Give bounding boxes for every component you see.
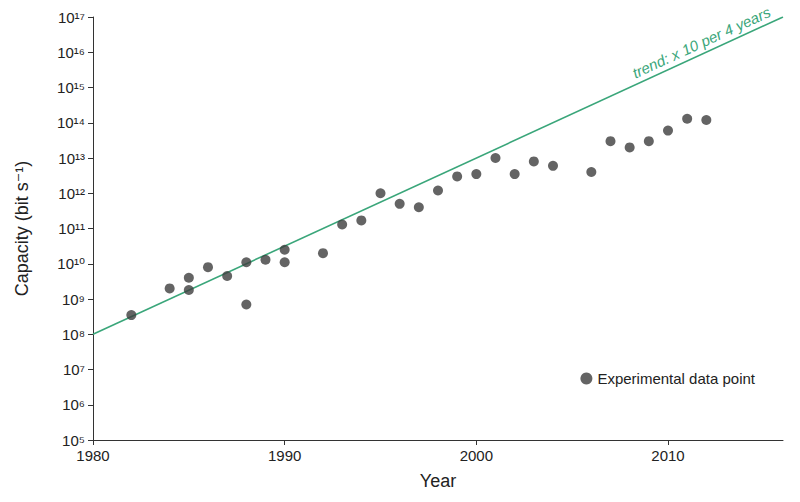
svg-text:Capacity (bit s⁻¹): Capacity (bit s⁻¹) bbox=[12, 161, 32, 297]
svg-text:10⁵: 10⁵ bbox=[62, 432, 85, 449]
svg-text:10⁹: 10⁹ bbox=[62, 291, 85, 308]
svg-text:10⁷: 10⁷ bbox=[63, 361, 85, 378]
svg-text:10¹¹: 10¹¹ bbox=[58, 220, 85, 237]
svg-text:Year: Year bbox=[420, 471, 456, 491]
svg-text:10¹⁷: 10¹⁷ bbox=[58, 9, 85, 26]
svg-text:10¹⁵: 10¹⁵ bbox=[57, 79, 85, 96]
svg-text:10¹⁶: 10¹⁶ bbox=[57, 44, 85, 61]
svg-text:10¹⁰: 10¹⁰ bbox=[57, 255, 85, 272]
svg-text:1980: 1980 bbox=[76, 447, 109, 464]
svg-text:2000: 2000 bbox=[460, 447, 493, 464]
svg-text:10⁸: 10⁸ bbox=[62, 326, 85, 343]
svg-text:10⁶: 10⁶ bbox=[62, 396, 85, 413]
svg-text:Experimental data point: Experimental data point bbox=[597, 370, 755, 387]
svg-text:1990: 1990 bbox=[268, 447, 301, 464]
svg-text:10¹⁴: 10¹⁴ bbox=[57, 114, 85, 131]
svg-text:trend: x 10 per 4 years: trend: x 10 per 4 years bbox=[630, 3, 774, 81]
svg-text:10¹²: 10¹² bbox=[58, 185, 85, 202]
svg-text:2010: 2010 bbox=[651, 447, 684, 464]
svg-text:10¹³: 10¹³ bbox=[58, 150, 85, 167]
